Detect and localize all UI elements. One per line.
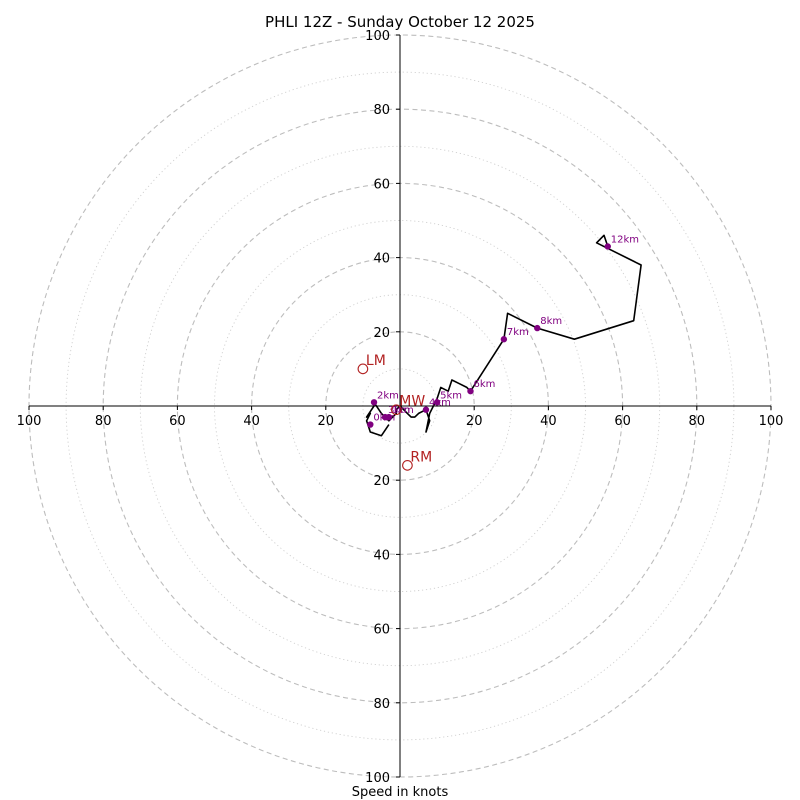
height-label-2km: 2km [377,390,399,401]
x-tick-label: 80 [95,414,112,429]
x-tick-label: 20 [466,414,483,429]
height-label-5km: 5km [440,390,462,401]
y-tick-label: 20 [373,326,390,341]
x-tick-label: 40 [540,414,557,429]
height-marker-8km [534,324,541,332]
storm-motion-label-rm: RM [410,449,432,465]
y-tick-label: 100 [365,771,390,786]
height-marker-12km [604,243,611,250]
height-label-12km: 12km [611,234,639,245]
x-tick-label: 20 [318,414,335,429]
x-tick-label: 40 [243,414,260,429]
height-marker-3km [381,413,389,421]
height-label-8km: 8km [540,316,562,327]
storm-motion-lm [357,363,369,375]
x-tick-label: 100 [759,414,784,429]
storm-motion-rm [402,460,413,471]
storm-motion-label-mw: MW [399,394,425,410]
tick-labels: 100 80 60 40 20 20 40 60 80 100 100 80 60 40 20 20 40 60 8… [17,29,784,786]
storm-motion-mw [390,404,402,416]
height-marker-5km [433,399,441,406]
height-marker-2km [370,399,378,406]
x-tick-label: 60 [614,414,631,429]
height-markers: 0km1km2km3km4km5km6km7km8km12km [367,234,639,428]
x-tick-label: 60 [169,414,186,429]
storm-motion-markers: LM RM MW [357,353,432,471]
height-label-1km: 1km [392,405,414,416]
y-tick-label: 60 [373,177,390,192]
x-axis-title: Speed in knots [352,785,449,800]
height-label-6km: 6km [473,379,495,390]
y-tick-label: 100 [365,29,390,44]
height-label-3km: 3km [388,405,410,416]
y-tick-label: 20 [373,474,390,489]
storm-motion-label-lm: LM [366,353,386,369]
height-marker-0km [367,421,374,428]
y-tick-label: 60 [373,623,390,638]
x-tick-label: 100 [17,414,42,429]
chart-title: PHLI 12Z - Sunday October 12 2025 [265,13,535,31]
y-tick-label: 40 [373,252,390,267]
y-tick-label: 40 [373,548,390,563]
height-marker-4km [422,406,430,413]
y-tick-label: 80 [373,103,390,118]
height-marker-7km [500,336,508,343]
height-label-7km: 7km [507,327,529,338]
y-tick-label: 80 [373,697,390,712]
x-tick-label: 80 [689,414,706,429]
height-marker-6km [467,387,474,395]
